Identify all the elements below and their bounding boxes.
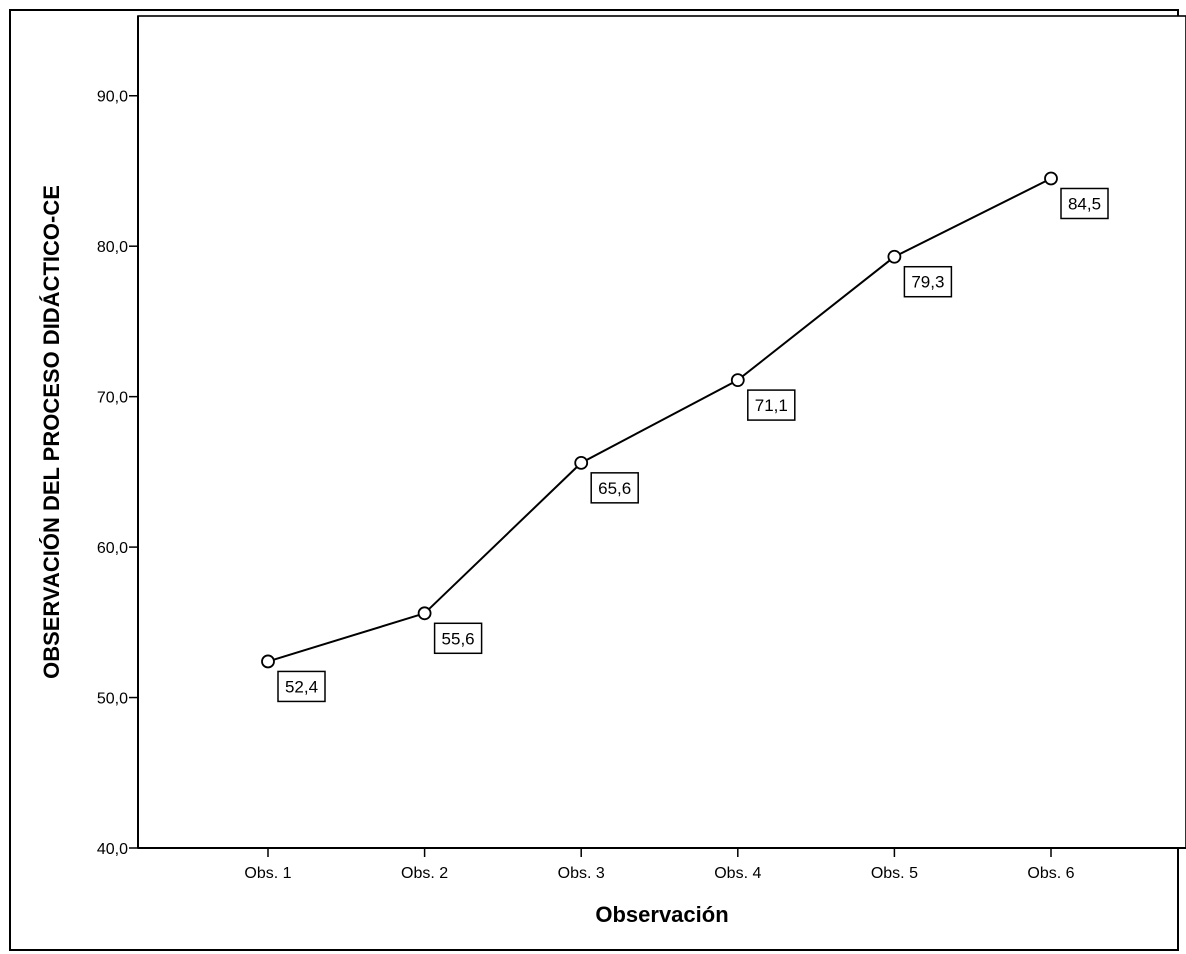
data-label: 52,4	[277, 670, 326, 703]
data-label-text: 55,6	[442, 629, 475, 648]
series-line	[267, 177, 1052, 663]
plot-area	[137, 15, 1186, 849]
data-label: 71,1	[747, 389, 796, 421]
data-label-box	[590, 472, 639, 504]
data-label-box	[433, 622, 483, 655]
data-label-box	[903, 265, 953, 298]
data-label-text: 84,5	[1068, 194, 1101, 213]
data-point-marker	[887, 249, 902, 264]
data-point-marker	[574, 455, 589, 470]
data-label-box	[277, 670, 326, 703]
y-tick-label: 60,0	[97, 540, 128, 557]
data-label-text: 79,3	[911, 273, 944, 292]
y-axis-title: OBSERVACIÓN DEL PROCESO DIDÁCTICO-CE	[39, 185, 64, 679]
data-label-box	[747, 389, 796, 421]
data-label: 84,5	[1060, 187, 1109, 220]
x-tick-label: Obs. 2	[401, 865, 448, 882]
x-tick-label: Obs. 1	[244, 865, 291, 882]
data-point-marker	[730, 373, 745, 387]
x-tick-label: Obs. 5	[871, 865, 918, 882]
data-label: 65,6	[590, 472, 639, 504]
data-label-box	[1060, 187, 1109, 220]
y-tick-label: 50,0	[97, 691, 128, 708]
data-label: 79,3	[903, 265, 953, 298]
data-label-text: 52,4	[285, 677, 318, 696]
data-point-marker	[417, 606, 432, 621]
x-tick-label: Obs. 3	[558, 865, 605, 882]
y-tick-label: 90,0	[97, 89, 128, 106]
x-tick-label: Obs. 6	[1027, 865, 1074, 882]
y-axis-ticks: 40,0 50,0 60,0 70,0 80,0 90,0	[97, 89, 138, 858]
x-tick-label: Obs. 4	[714, 865, 761, 882]
series-markers	[261, 171, 1058, 669]
x-axis-ticks: Obs. 1 Obs. 2 Obs. 3 Obs. 4 Obs. 5 Obs. 6	[244, 848, 1075, 882]
y-tick-label: 80,0	[97, 239, 128, 256]
data-point-marker	[261, 654, 275, 669]
data-label-text: 71,1	[755, 396, 788, 415]
data-label: 55,6	[433, 622, 483, 655]
x-axis-title: Observación	[595, 902, 728, 927]
data-label-text: 65,6	[598, 479, 631, 498]
y-tick-label: 40,0	[97, 841, 128, 858]
data-point-marker	[1044, 171, 1058, 186]
y-tick-label: 70,0	[97, 390, 128, 407]
data-labels: 52,4 55,6 65,6 71,1 79,3 84,5	[277, 187, 1109, 703]
